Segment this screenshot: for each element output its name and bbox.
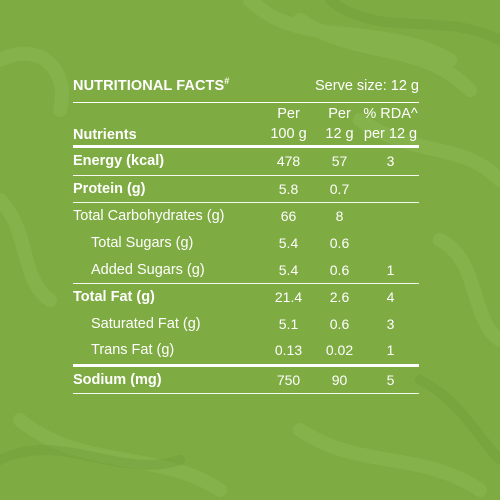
value-per-100g: 66 — [280, 208, 297, 225]
per-100g-header-line1: Per — [277, 106, 300, 122]
nutrient-name: Total Sugars (g) — [91, 235, 194, 252]
value-per-12g: 8 — [335, 208, 344, 225]
rda-header-line1: % RDA^ — [363, 106, 418, 122]
nutrition-facts-table: NUTRITIONAL FACTS# Serve size: 12 g Nutr… — [73, 76, 419, 395]
table-title-row: NUTRITIONAL FACTS# Serve size: 12 g — [73, 76, 419, 103]
value-per-12g: 0.6 — [329, 235, 350, 252]
per-12g-header-line1: Per — [328, 106, 351, 122]
nutrient-name: Added Sugars (g) — [91, 261, 205, 278]
value-per-100g: 478 — [276, 153, 301, 170]
rda-header: % RDA^ per 12 g — [362, 103, 419, 145]
value-rda: 3 — [386, 315, 395, 332]
value-per-12g: 90 — [331, 372, 348, 389]
value-per-100g: 750 — [276, 372, 301, 389]
value-per-100g: 21.4 — [274, 289, 303, 306]
value-rda: 1 — [386, 261, 395, 278]
table-row-saturated-fat: Saturated Fat (g) 5.1 0.6 3 — [73, 311, 419, 338]
table-row-sodium: Sodium (mg) 750 90 5 — [73, 367, 419, 395]
value-per-100g: 5.1 — [278, 315, 299, 332]
table-row-protein: Protein (g) 5.8 0.7 — [73, 176, 419, 204]
value-per-12g: 0.6 — [329, 315, 350, 332]
value-rda: 1 — [386, 342, 395, 359]
heading-text: NUTRITIONAL FACTS — [73, 77, 225, 94]
table-row-added-sugars: Added Sugars (g) 5.4 0.6 1 — [73, 256, 419, 284]
table-row-energy: Energy (kcal) 478 57 3 — [73, 148, 419, 176]
nutrients-header: Nutrients — [73, 127, 137, 143]
value-per-12g: 0.6 — [329, 261, 350, 278]
value-per-100g: 5.4 — [278, 235, 299, 252]
nutrient-name: Energy (kcal) — [73, 153, 165, 170]
column-header-row: Nutrients Per 100 g Per 12 g % RDA^ per … — [73, 103, 419, 148]
per-100g-header: Per 100 g — [260, 103, 317, 145]
rda-header-line2: per 12 g — [363, 126, 418, 142]
value-per-12g: 0.02 — [325, 342, 354, 359]
value-per-100g: 5.8 — [278, 180, 299, 197]
nutrient-name: Total Fat (g) — [73, 289, 155, 306]
value-rda: 4 — [386, 289, 395, 306]
value-per-12g: 57 — [331, 153, 348, 170]
value-per-12g: 2.6 — [329, 289, 350, 306]
value-rda: 5 — [386, 372, 395, 389]
table-row-total-carbohydrates: Total Carbohydrates (g) 66 8 — [73, 203, 419, 230]
table-heading: NUTRITIONAL FACTS# — [73, 76, 229, 94]
heading-mark: # — [224, 76, 230, 86]
value-per-12g: 0.7 — [329, 180, 350, 197]
per-12g-header-line2: 12 g — [325, 126, 354, 142]
table-row-total-fat: Total Fat (g) 21.4 2.6 4 — [73, 284, 419, 311]
serve-size: Serve size: 12 g — [315, 77, 419, 94]
nutrient-name: Saturated Fat (g) — [91, 315, 201, 332]
nutrient-name: Trans Fat (g) — [91, 342, 175, 359]
value-rda: 3 — [386, 153, 395, 170]
table-row-trans-fat: Trans Fat (g) 0.13 0.02 1 — [73, 337, 419, 367]
table-row-total-sugars: Total Sugars (g) 5.4 0.6 — [73, 230, 419, 257]
value-per-100g: 5.4 — [278, 261, 299, 278]
value-per-100g: 0.13 — [274, 342, 303, 359]
nutrient-name: Total Carbohydrates (g) — [73, 208, 225, 225]
per-100g-header-line2: 100 g — [270, 126, 307, 142]
nutrient-name: Sodium (mg) — [73, 372, 162, 389]
per-12g-header: Per 12 g — [317, 103, 362, 145]
nutrient-name: Protein (g) — [73, 180, 146, 197]
